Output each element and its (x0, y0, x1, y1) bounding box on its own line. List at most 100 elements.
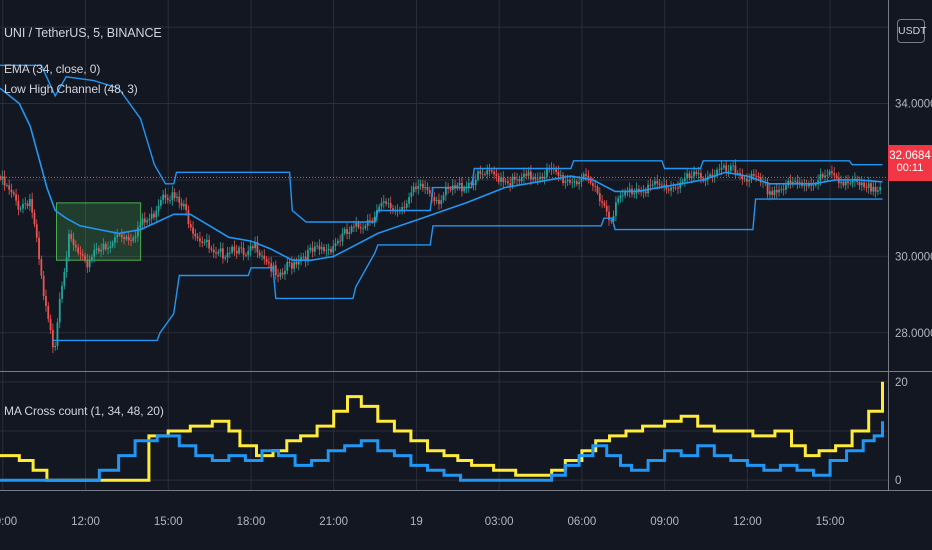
time-tick-label[interactable]: 09:00 (650, 516, 679, 528)
candle-body (497, 175, 500, 182)
time-tick-label[interactable]: 18:00 (237, 516, 266, 528)
candle-body (353, 226, 355, 228)
candle-body (516, 179, 518, 181)
candle-body (153, 213, 155, 218)
time-tick-label[interactable]: 12:00 (733, 516, 762, 528)
candle-body (851, 181, 854, 183)
candle-body (164, 194, 167, 198)
candle-body (872, 186, 875, 192)
candle-body (704, 179, 707, 182)
candle-body (481, 173, 484, 175)
candle-body (569, 179, 571, 183)
currency-button[interactable]: USDT (897, 19, 927, 43)
candle-body (780, 189, 783, 191)
candle-body (621, 195, 624, 197)
candle-body (426, 187, 429, 191)
candle-body (745, 178, 748, 182)
indicator-tick-label[interactable]: 20 (895, 377, 908, 389)
candle-body (805, 185, 808, 187)
candle-body (215, 252, 217, 254)
cross-count-yellow-line (0, 381, 884, 482)
candle-body (463, 187, 466, 192)
symbol-title[interactable]: UNI / TetherUS, 5, BINANCE (4, 26, 162, 40)
candle-body (493, 171, 495, 175)
candle-body (833, 173, 836, 176)
candle-body (874, 186, 877, 192)
candle-body (364, 225, 367, 229)
candle-body (564, 181, 567, 184)
candle-body (245, 254, 247, 256)
candle-body (185, 204, 188, 211)
channel-legend[interactable]: Low High Channel (48, 3) (4, 82, 138, 96)
candle-body (81, 254, 84, 256)
candle-body (824, 175, 826, 178)
candle-body (479, 171, 482, 174)
candle-body (580, 179, 583, 182)
candle-body (38, 237, 40, 260)
candle-body (251, 246, 254, 249)
candle-body (330, 248, 332, 253)
candle-body (860, 182, 863, 186)
candle-body (373, 216, 376, 222)
candle-body (798, 182, 801, 184)
time-tick-label[interactable]: 19 (410, 516, 423, 528)
candle-body (130, 240, 132, 241)
candle-body (100, 249, 103, 252)
candle-body (693, 171, 695, 177)
time-tick-label[interactable]: 03:00 (485, 516, 514, 528)
cross-count-legend[interactable]: MA Cross count (1, 34, 48, 20) (4, 404, 164, 418)
ema-legend[interactable]: EMA (34, close, 0) (4, 62, 101, 76)
candle-body (134, 236, 137, 238)
indicator-tick-label[interactable]: 0 (895, 475, 901, 487)
candle-body (720, 167, 723, 170)
time-tick-label[interactable]: 06:00 (567, 516, 596, 528)
candle-body (332, 246, 335, 253)
time-tick-label[interactable]: 15:00 (816, 516, 845, 528)
candle-body (369, 219, 371, 221)
candle-body (208, 239, 211, 249)
pane-separators[interactable] (0, 0, 932, 491)
candle-body (109, 246, 112, 248)
candle-body (123, 237, 125, 240)
candle-body (419, 183, 422, 186)
candle-body (500, 177, 502, 182)
candle-body (219, 248, 222, 252)
time-axis-labels[interactable]: 09:00 12:00 15:00 18:00 21:00 19 03:00 06:00 09:… (0, 516, 844, 528)
candle-body (51, 329, 54, 348)
candle-body (111, 242, 114, 247)
bar-countdown: 00:11 (896, 162, 924, 174)
candle-body (527, 171, 530, 176)
candle-body (288, 262, 291, 264)
candle-body (511, 176, 514, 186)
candle-body (401, 207, 404, 211)
candle-body (879, 187, 882, 191)
candle-body (169, 199, 171, 201)
candle-body (847, 181, 849, 184)
candle-body (224, 257, 227, 259)
time-tick-label[interactable]: 12:00 (71, 516, 100, 528)
candle-body (849, 182, 852, 184)
ema-line (0, 87, 883, 261)
indicator-lines (0, 64, 888, 482)
candle-body (748, 179, 751, 182)
candle-body (378, 206, 381, 211)
candle-body (617, 198, 620, 203)
candle-body (19, 208, 22, 210)
time-tick-label[interactable]: 15:00 (154, 516, 183, 528)
candle-body (626, 191, 629, 193)
candle-body (513, 176, 516, 180)
candle-body (734, 165, 737, 174)
candle-body (217, 251, 220, 254)
candle-body (729, 165, 732, 171)
candle-body (127, 236, 130, 241)
candle-body (242, 247, 245, 255)
time-tick-label[interactable]: 09:00 (0, 516, 17, 528)
candle-body (341, 233, 344, 242)
candle-body (642, 191, 645, 193)
time-tick-label[interactable]: 21:00 (319, 516, 348, 528)
